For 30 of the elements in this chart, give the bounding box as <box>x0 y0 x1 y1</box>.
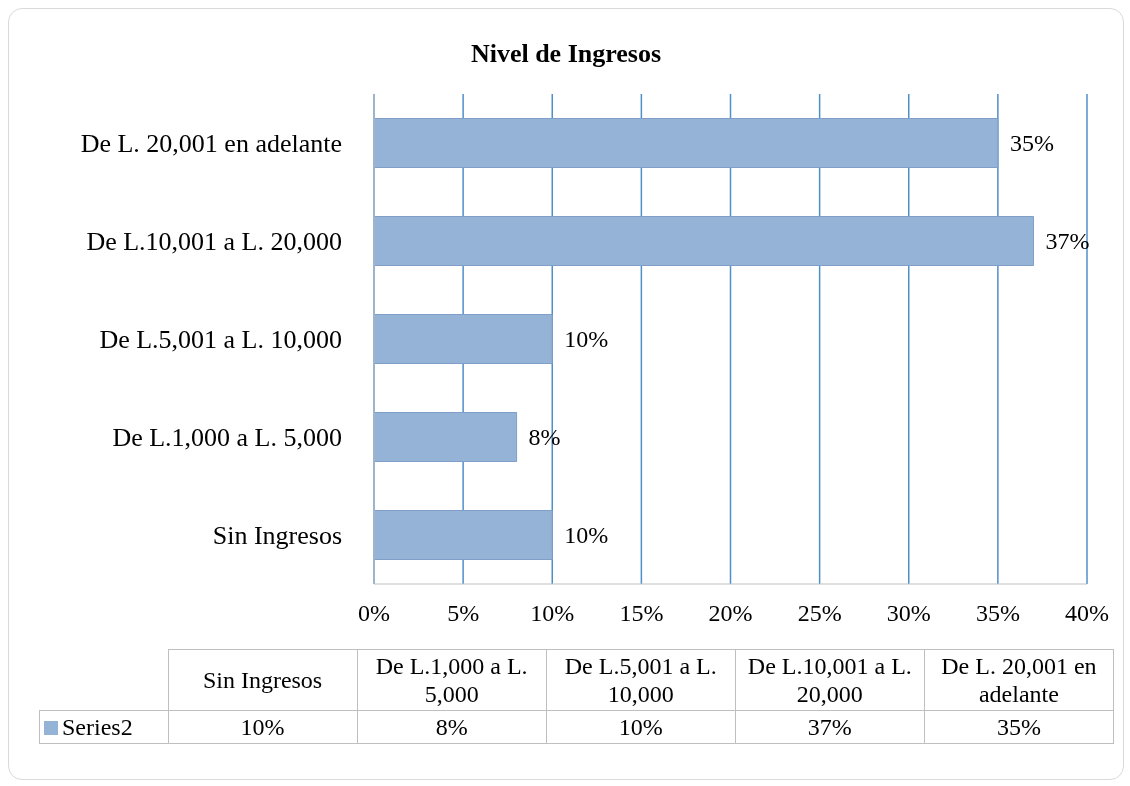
chart-title: Nivel de Ingresos <box>469 39 663 69</box>
y-tick-label: De L. 20,001 en adelante <box>80 129 342 159</box>
x-tick-label: 0% <box>358 600 390 627</box>
text: 10% <box>240 714 285 740</box>
x-tick-label: 25% <box>797 600 842 627</box>
x-tick-label: 20% <box>708 600 753 627</box>
category-label: Sin Ingresos <box>202 667 323 693</box>
category-label: De L. 20,001 en adelante <box>941 653 1097 707</box>
x-tick-label: 5% <box>447 600 480 627</box>
text: 10% <box>618 714 663 740</box>
data-label: 37% <box>1045 228 1090 254</box>
text: 35% <box>996 714 1041 740</box>
category-label: De L.5,001 a L. 10,000 <box>564 653 717 707</box>
y-tick-label: De L.10,001 a L. 20,000 <box>86 227 342 257</box>
y-tick-label: De L.1,000 a L. 5,000 <box>112 423 342 453</box>
category-label: De L.1,000 a L. 5,000 <box>375 653 528 707</box>
data-label: 10% <box>564 326 609 352</box>
y-tick-label: De L.5,001 a L. 10,000 <box>99 325 342 355</box>
text: 37% <box>807 714 852 740</box>
text: 8% <box>435 714 468 740</box>
legend-label: Series2 <box>39 710 168 744</box>
x-tick-label: 40% <box>1065 600 1109 627</box>
x-tick-label: 15% <box>619 600 664 627</box>
x-tick-label: 35% <box>975 600 1020 627</box>
x-tick-label: 10% <box>530 600 575 627</box>
data-label: 35% <box>1009 130 1054 156</box>
x-tick-label: 30% <box>886 600 931 627</box>
data-label: 10% <box>564 522 609 548</box>
y-tick-label: Sin Ingresos <box>212 521 342 551</box>
category-label: De L.10,001 a L. 20,000 <box>747 653 912 707</box>
